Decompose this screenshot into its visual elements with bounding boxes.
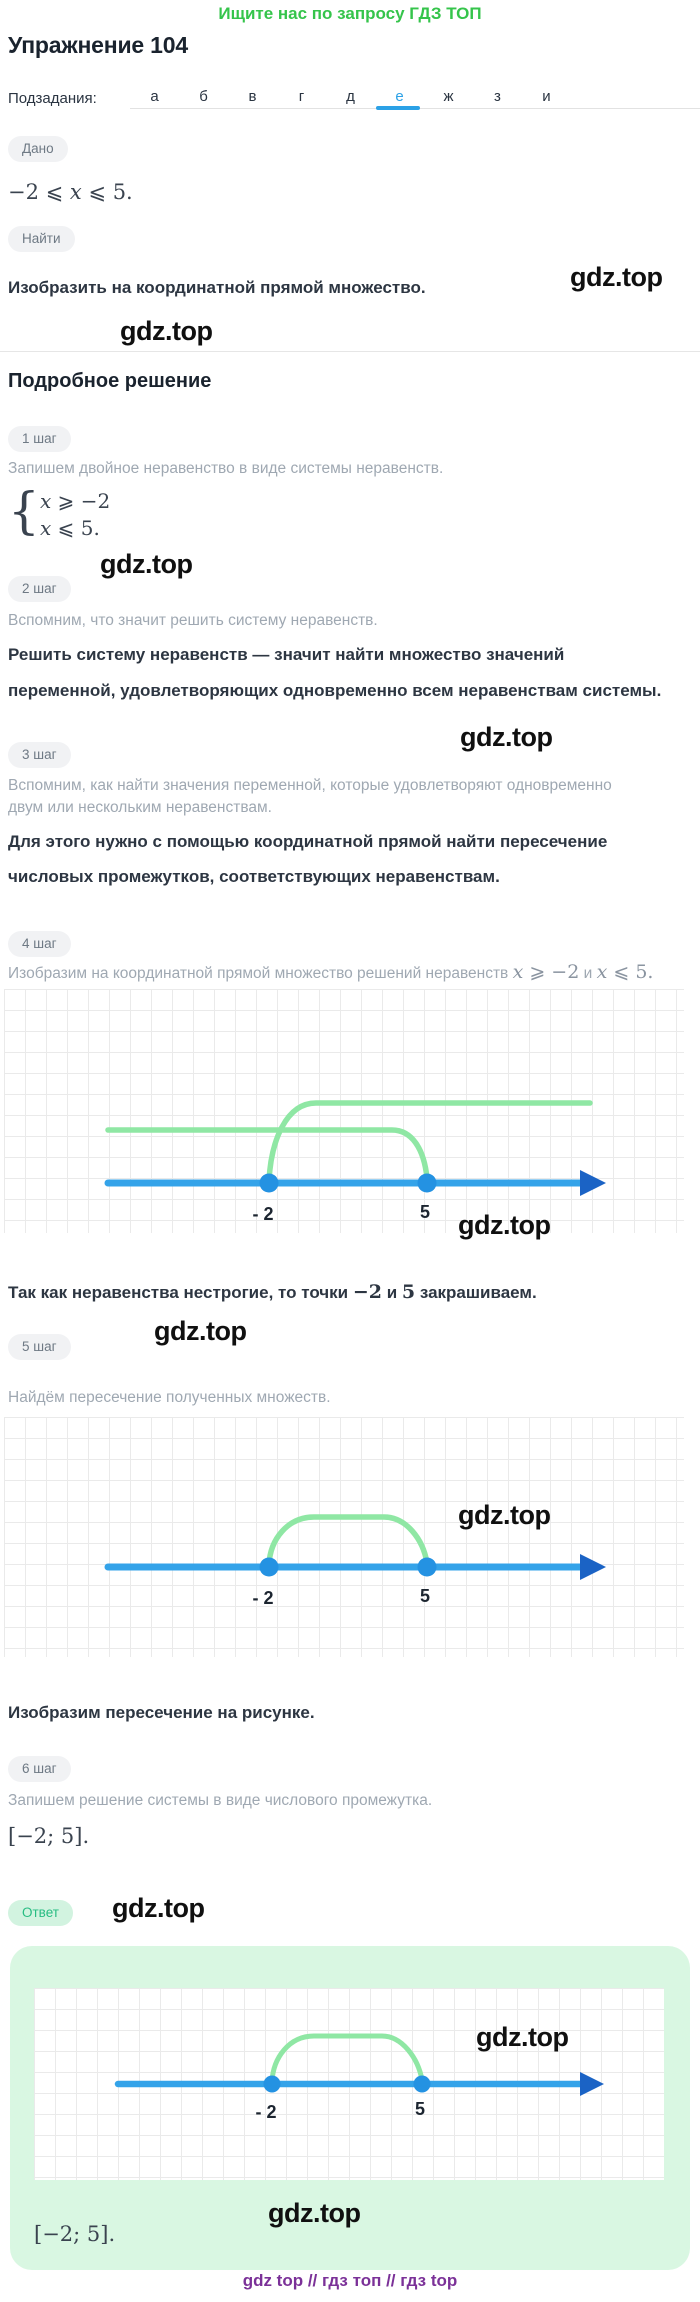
number-line-svg-2: - 2 5 xyxy=(104,1514,606,1608)
step-1-note: Запишем двойное неравенство в виде систе… xyxy=(8,460,444,477)
system-line-1: x ⩾ −2 xyxy=(40,489,111,513)
step-5-badge: 5 шаг xyxy=(8,1334,71,1360)
step-3-note-1: Вспомним, как найти значения переменной,… xyxy=(8,777,612,794)
point-minus-2 xyxy=(259,1173,279,1193)
watermark-gdz-top: gdz.top xyxy=(268,2198,361,2228)
subtask-tab-4[interactable]: г xyxy=(298,88,305,105)
step-6-note: Запишем решение системы в виде числового… xyxy=(8,1792,433,1809)
active-tab-underline xyxy=(376,106,420,110)
step-2-badge: 2 шаг xyxy=(8,576,71,602)
watermark-gdz-top: gdz.top xyxy=(458,1210,551,1240)
nonstrict-note: Так как неравенства нестрогие, то точки … xyxy=(8,1281,537,1303)
point-5 xyxy=(417,1173,437,1193)
page-title: Упражнение 104 xyxy=(8,32,188,58)
find-badge: Найти xyxy=(8,226,75,252)
watermark-gdz-top: gdz.top xyxy=(100,549,193,579)
subtask-tab-6[interactable]: е xyxy=(395,88,404,105)
number-line-svg-3: - 2 5 xyxy=(114,2033,604,2122)
step-2-body-2: переменной, удовлетворяющих одновременно… xyxy=(8,681,662,700)
find-text: Изобразить на координатной прямой множес… xyxy=(8,278,426,297)
given-formula: −2 ⩽ x ⩽ 5. xyxy=(8,180,133,204)
subtask-tab-1[interactable]: а xyxy=(150,88,159,105)
number-line-svg-1: - 2 5 xyxy=(104,1100,606,1224)
step-3-badge: 3 шаг xyxy=(8,742,71,768)
point-label-minus-2: - 2 xyxy=(252,1588,273,1608)
step-2-body-1: Решить систему неравенств — значит найти… xyxy=(8,645,565,664)
subtask-tab-3[interactable]: в xyxy=(248,88,257,105)
watermark-gdz-top: gdz.top xyxy=(112,1893,205,1923)
point-5 xyxy=(413,2075,431,2093)
watermark-gdz-top: gdz.top xyxy=(460,722,553,752)
intersection-note: Изобразим пересечение на рисунке. xyxy=(8,1703,315,1722)
system-line-2: x ⩽ 5. xyxy=(40,516,100,540)
subtasks-label: Подзадания: xyxy=(8,90,97,107)
watermark-gdz-top: gdz.top xyxy=(458,1500,551,1530)
step-4-badge: 4 шаг xyxy=(8,931,71,957)
answer-badge: Ответ xyxy=(8,1900,73,1926)
point-label-minus-2: - 2 xyxy=(252,1204,273,1224)
point-label-5: 5 xyxy=(420,1202,430,1222)
interval-result: [−2; 5]. xyxy=(8,1824,90,1848)
step-6-badge: 6 шаг xyxy=(8,1756,71,1782)
promo-link[interactable]: Ищите нас по запросу ГДЗ ТОП xyxy=(218,4,482,23)
solution-heading: Подробное решение xyxy=(8,370,212,392)
interval-arc xyxy=(266,1514,430,1568)
subtask-tab-8[interactable]: з xyxy=(494,88,501,105)
watermark-gdz-top: gdz.top xyxy=(476,2022,569,2052)
system-brace: { xyxy=(8,482,40,540)
answer-box: - 2 5 gdz.top gdz.top [−2; 5]. xyxy=(10,1946,690,2270)
section-divider xyxy=(0,351,700,352)
point-label-5: 5 xyxy=(420,1586,430,1606)
step-2-note: Вспомним, что значит решить систему нера… xyxy=(8,612,378,629)
number-line-figure-2: - 2 5 xyxy=(4,1417,684,1657)
watermark-gdz-top: gdz.top xyxy=(120,316,213,346)
step-3-body-2: числовых промежутков, соответствующих не… xyxy=(8,867,500,886)
subtask-tabs: а б в г д е ж з и xyxy=(130,88,571,113)
step-1-badge: 1 шаг xyxy=(8,426,71,452)
subtask-tab-5[interactable]: д xyxy=(346,88,355,105)
footer-link[interactable]: gdz top // гдз топ // гдз top xyxy=(242,2271,458,2290)
given-badge: Дано xyxy=(8,136,68,162)
ray-x-greater-eq-minus-2 xyxy=(266,1100,593,1184)
point-minus-2 xyxy=(259,1557,279,1577)
interval-arc xyxy=(269,2033,425,2085)
subtask-tab-7[interactable]: ж xyxy=(443,88,454,105)
point-minus-2 xyxy=(263,2075,281,2093)
point-label-5: 5 xyxy=(415,2099,425,2119)
axis-arrowhead xyxy=(580,1554,606,1580)
point-label-minus-2: - 2 xyxy=(255,2102,276,2122)
watermark-gdz-top: gdz.top xyxy=(154,1316,247,1346)
step-5-note: Найдём пересечение полученных множеств. xyxy=(8,1389,331,1406)
point-5 xyxy=(417,1557,437,1577)
answer-interval: [−2; 5]. xyxy=(34,2222,116,2246)
watermark-gdz-top: gdz.top xyxy=(570,262,663,292)
step-3-body-1: Для этого нужно с помощью координатной п… xyxy=(8,832,608,851)
subtask-tab-2[interactable]: б xyxy=(199,88,208,105)
subtask-tab-9[interactable]: и xyxy=(542,88,551,105)
ray-x-less-eq-5 xyxy=(105,1127,430,1181)
axis-arrowhead xyxy=(580,2072,604,2096)
number-line-figure-1: - 2 5 xyxy=(4,989,684,1233)
number-line-figure-3: - 2 5 xyxy=(34,1988,664,2180)
step-4-note: Изобразим на координатной прямой множест… xyxy=(8,961,654,983)
step-3-note-2: двум или нескольким неравенствам. xyxy=(8,799,272,816)
axis-arrowhead xyxy=(580,1170,606,1196)
